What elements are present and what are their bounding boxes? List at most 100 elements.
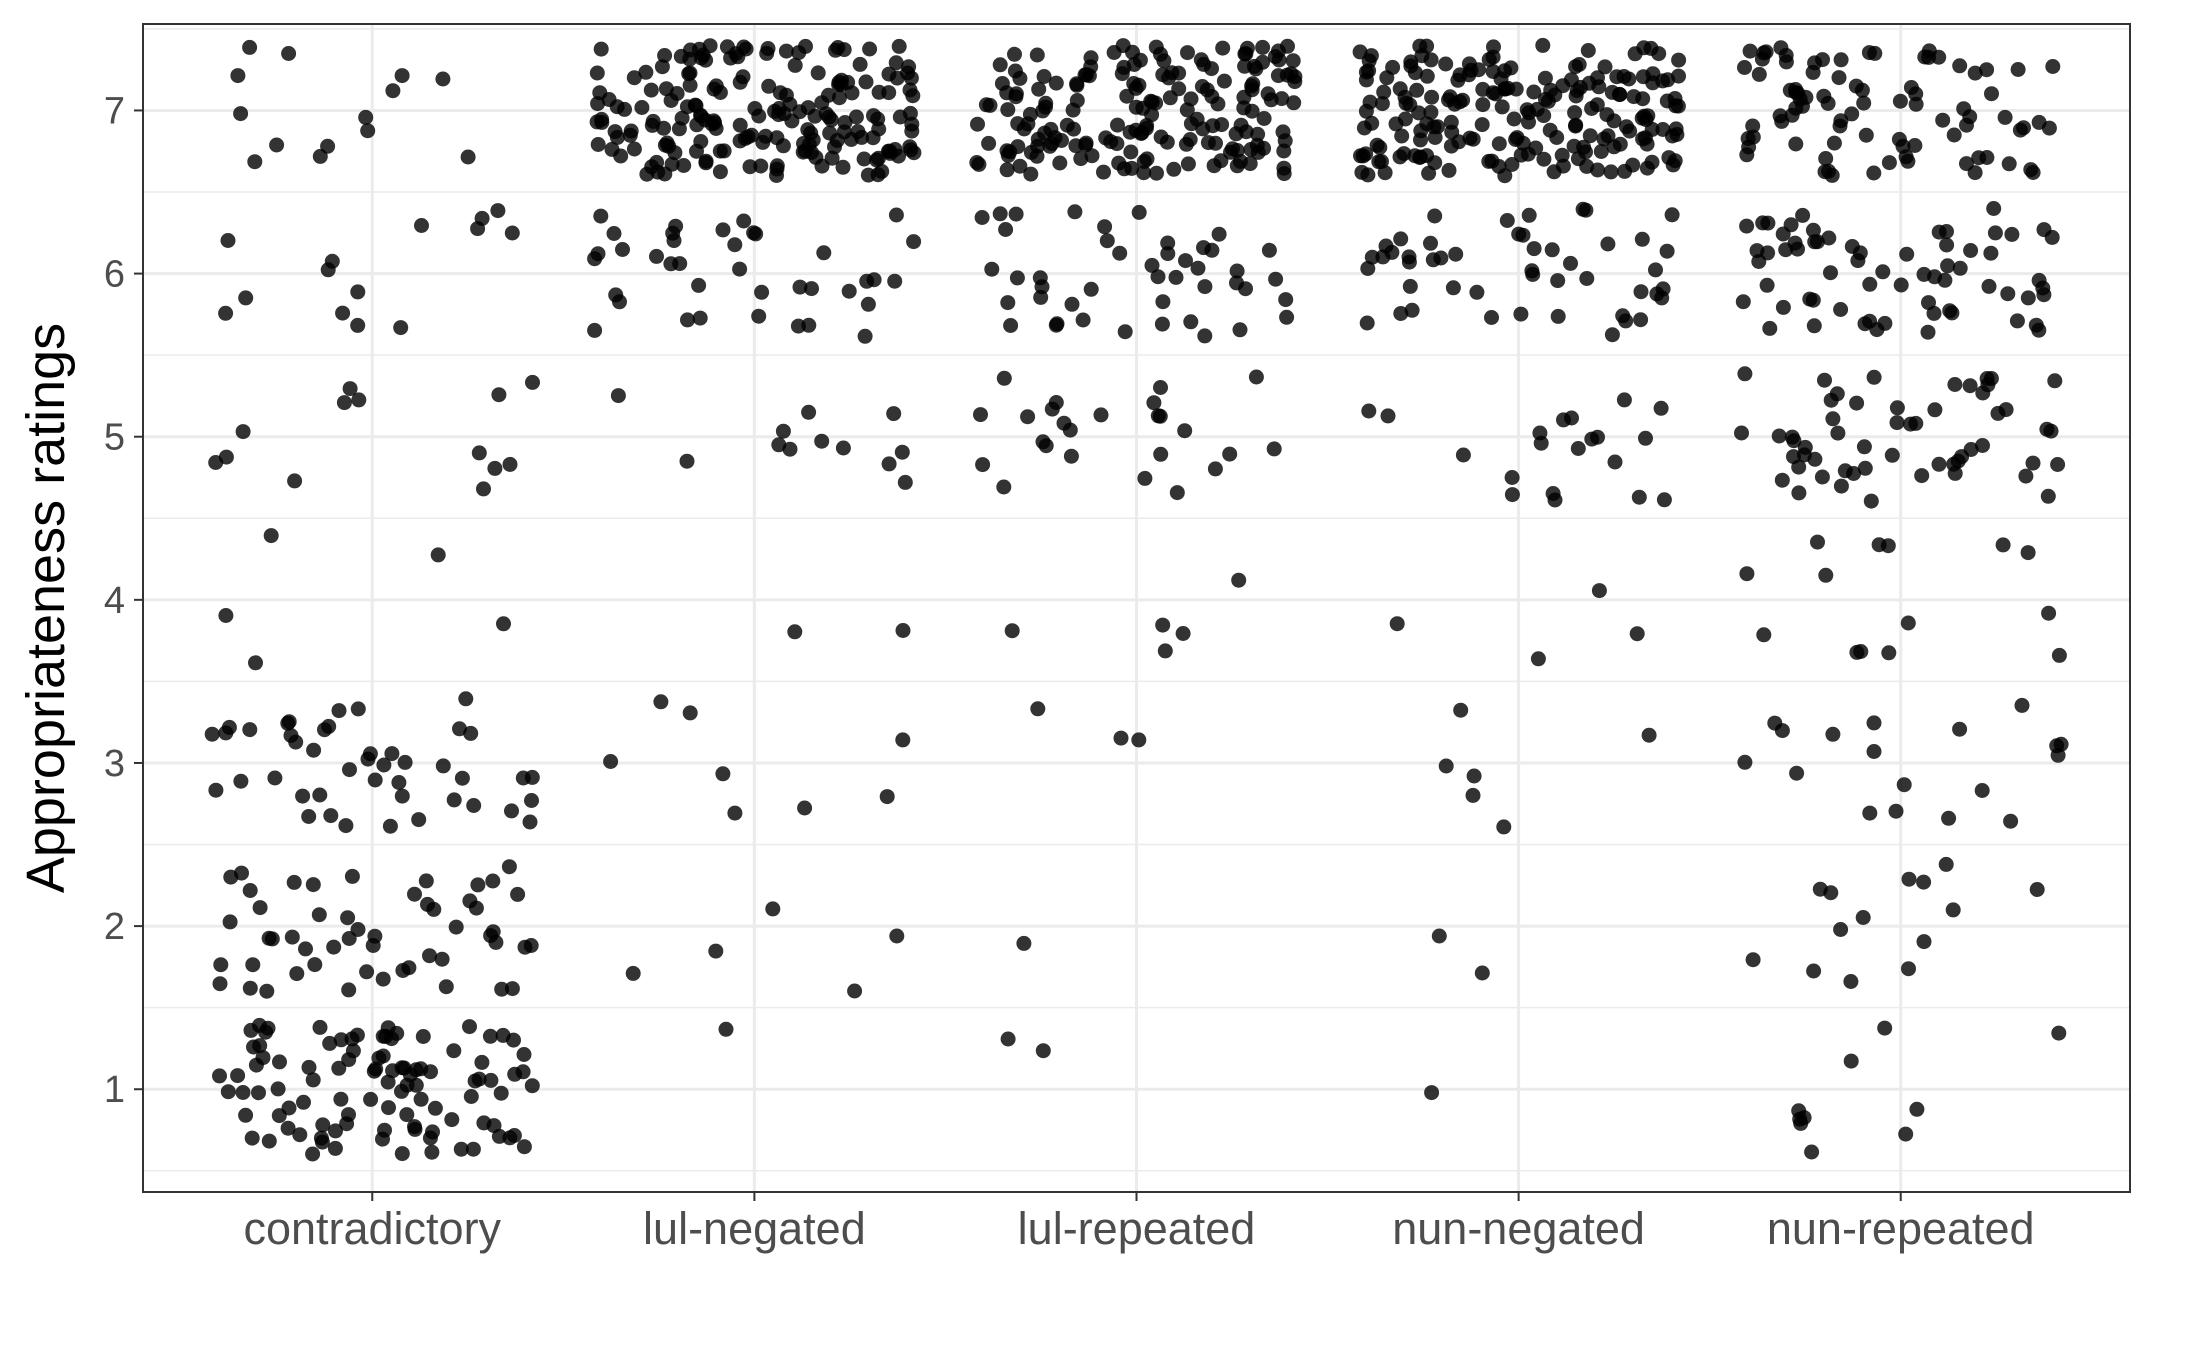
x-tick-label: lul-repeated — [1018, 1203, 1256, 1254]
data-point — [235, 1085, 251, 1100]
data-point — [238, 1107, 254, 1123]
data-point — [375, 971, 391, 987]
data-point — [1160, 235, 1176, 251]
data-point — [486, 1118, 502, 1134]
data-point — [1157, 643, 1173, 659]
y-axis-label: Appropriateness ratings — [16, 323, 76, 893]
data-point — [1506, 111, 1522, 127]
data-point — [1137, 470, 1153, 486]
data-point — [1831, 70, 1847, 86]
data-point — [769, 158, 785, 174]
data-point — [1455, 447, 1471, 463]
data-point — [1009, 270, 1025, 286]
data-point — [603, 754, 619, 769]
data-point — [1136, 165, 1152, 181]
data-point — [1751, 66, 1767, 82]
data-point — [1774, 723, 1790, 739]
data-point — [1537, 70, 1553, 86]
data-point — [691, 277, 707, 293]
data-point — [1376, 84, 1392, 100]
data-point — [1563, 72, 1579, 88]
data-point — [1898, 1126, 1914, 1142]
data-point — [1361, 403, 1377, 419]
data-point — [358, 109, 374, 125]
data-point — [1895, 138, 1911, 154]
data-point — [1000, 295, 1016, 311]
data-point — [1000, 102, 1016, 118]
data-point — [1791, 459, 1807, 475]
data-point — [1236, 89, 1252, 105]
data-point — [1285, 53, 1301, 69]
data-point — [1054, 133, 1069, 148]
data-point — [1250, 126, 1266, 142]
data-point — [626, 141, 642, 157]
data-point — [1099, 233, 1115, 249]
data-point — [1812, 881, 1828, 897]
data-point — [408, 1077, 424, 1093]
data-point — [1939, 224, 1954, 239]
y-tick-label: 2 — [104, 906, 125, 948]
data-point — [1600, 128, 1616, 144]
data-point — [367, 772, 383, 788]
data-point — [344, 1031, 360, 1047]
data-point — [1232, 322, 1248, 338]
data-point — [1643, 40, 1659, 56]
data-point — [483, 1072, 499, 1088]
data-point — [1016, 121, 1032, 137]
data-point — [1211, 226, 1227, 242]
data-point — [1823, 265, 1838, 281]
data-point — [494, 981, 510, 997]
data-point — [1153, 380, 1168, 395]
data-point — [1826, 135, 1842, 151]
data-point — [1854, 82, 1870, 98]
data-point — [1404, 302, 1420, 318]
data-point — [1983, 371, 1999, 386]
data-point — [712, 143, 728, 159]
data-point — [462, 1019, 477, 1035]
data-point — [1248, 369, 1264, 385]
data-point — [1204, 61, 1219, 77]
data-point — [1742, 43, 1758, 59]
data-point — [604, 141, 620, 157]
data-point — [426, 901, 442, 917]
data-point — [894, 444, 910, 460]
data-point — [1908, 86, 1924, 102]
data-point — [454, 770, 470, 786]
data-point — [1903, 416, 1918, 432]
data-point — [1268, 271, 1284, 287]
data-point — [1423, 235, 1438, 251]
data-point — [322, 1035, 338, 1051]
data-point — [736, 213, 752, 229]
data-point — [1914, 468, 1930, 484]
data-point — [1150, 408, 1166, 424]
data-point — [1363, 48, 1379, 64]
data-point — [1171, 81, 1187, 97]
data-point — [1146, 395, 1162, 411]
data-point — [751, 108, 767, 124]
data-point — [1888, 803, 1904, 819]
data-point — [1617, 163, 1633, 179]
data-point — [1049, 316, 1065, 332]
data-point — [1844, 239, 1860, 254]
data-point — [1193, 52, 1209, 68]
data-point — [1063, 448, 1079, 464]
data-point — [1855, 910, 1871, 925]
data-point — [1216, 73, 1232, 89]
data-point — [385, 1063, 401, 1079]
data-point — [397, 754, 413, 770]
data-point — [220, 233, 236, 248]
data-point — [1160, 246, 1176, 262]
data-point — [1020, 409, 1036, 425]
data-point — [1871, 537, 1887, 553]
data-point — [1981, 278, 1997, 294]
data-point — [465, 1141, 481, 1157]
data-point — [1403, 54, 1419, 70]
data-point — [1582, 128, 1598, 144]
data-point — [427, 1100, 443, 1116]
data-point — [1739, 218, 1755, 234]
data-point — [1124, 160, 1140, 176]
data-point — [679, 453, 695, 469]
data-point — [1664, 207, 1680, 223]
data-point — [248, 655, 263, 671]
data-point — [1503, 60, 1519, 76]
